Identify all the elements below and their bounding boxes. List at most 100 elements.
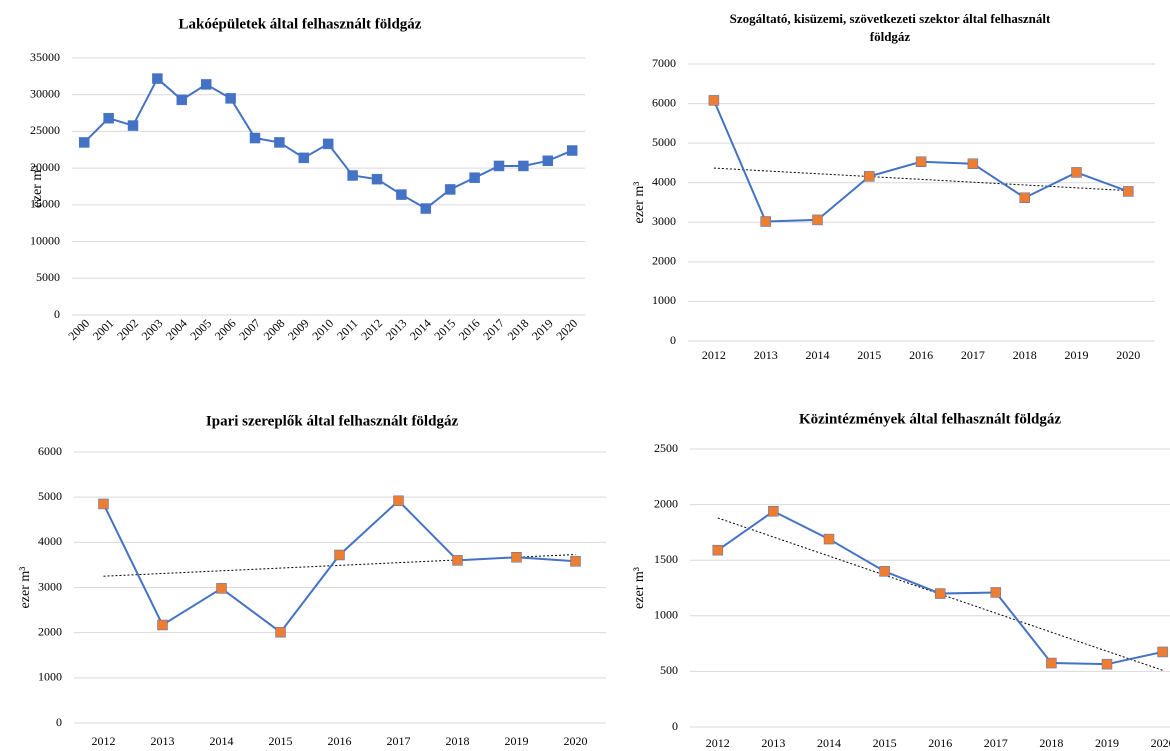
marker xyxy=(152,73,163,84)
y-tick-label: 35000 xyxy=(30,50,60,64)
marker xyxy=(1046,657,1057,669)
x-tick-label: 2020 xyxy=(553,316,580,343)
marker xyxy=(452,555,463,566)
y-axis-label: ezer m³ xyxy=(18,567,33,609)
x-tick-label: 2014 xyxy=(407,316,434,343)
x-tick-label: 2013 xyxy=(761,736,785,750)
marker xyxy=(78,137,90,148)
x-tick-label: 2014 xyxy=(210,734,234,748)
y-tick-label: 1000 xyxy=(652,293,676,307)
x-tick-label: 2020 xyxy=(564,734,588,748)
x-tick-label: 2017 xyxy=(961,348,985,362)
marker xyxy=(760,216,771,227)
marker xyxy=(127,120,139,131)
marker xyxy=(1071,167,1082,178)
x-tick-label: 2019 xyxy=(1095,736,1119,750)
x-tick-label: 2019 xyxy=(1065,348,1089,362)
marker xyxy=(768,506,779,517)
marker xyxy=(518,160,529,172)
marker xyxy=(176,94,188,106)
y-tick-label: 10000 xyxy=(30,233,60,247)
x-tick-label: 2016 xyxy=(928,736,952,750)
x-tick-label: 2004 xyxy=(163,316,190,343)
x-tick-label: 2020 xyxy=(1116,348,1140,362)
y-tick-label: 30000 xyxy=(30,86,60,100)
x-tick-label: 2018 xyxy=(1039,736,1063,750)
marker xyxy=(1101,658,1113,670)
x-tick-label: 2019 xyxy=(529,316,556,343)
trend-line xyxy=(713,167,1129,192)
y-tick-label: 1000 xyxy=(38,670,62,684)
y-tick-label: 500 xyxy=(660,663,678,677)
y-tick-label: 3000 xyxy=(38,579,62,593)
marker xyxy=(934,588,946,599)
marker xyxy=(157,619,168,631)
x-tick-label: 2013 xyxy=(383,316,410,343)
marker xyxy=(322,138,334,150)
chart-title: Lakóépületek által felhasznált földgáz xyxy=(179,16,422,32)
y-tick-label: 4000 xyxy=(652,174,676,188)
y-tick-label: 0 xyxy=(672,719,678,733)
x-tick-label: 2008 xyxy=(261,316,288,343)
y-tick-label: 2000 xyxy=(652,254,676,268)
marker xyxy=(511,551,522,563)
marker xyxy=(990,587,1002,598)
y-tick-label: 5000 xyxy=(36,270,60,284)
x-tick-label: 2002 xyxy=(114,316,141,343)
marker xyxy=(371,173,383,185)
x-tick-label: 2010 xyxy=(309,316,336,343)
y-axis-label: ezer m³ xyxy=(632,567,647,609)
y-tick-label: 0 xyxy=(54,307,60,321)
marker xyxy=(334,549,345,561)
x-tick-label: 2016 xyxy=(328,734,352,748)
marker xyxy=(200,79,212,90)
x-tick-label: 2014 xyxy=(806,348,830,362)
y-tick-label: 1500 xyxy=(654,552,678,566)
y-tick-label: 5000 xyxy=(652,135,676,149)
y-tick-label: 1000 xyxy=(654,608,678,622)
y-tick-label: 2000 xyxy=(38,624,62,638)
marker xyxy=(275,626,286,638)
y-tick-label: 3000 xyxy=(652,214,676,228)
y-tick-label: 6000 xyxy=(38,444,62,458)
marker xyxy=(274,137,285,148)
y-tick-label: 0 xyxy=(56,715,62,729)
x-tick-label: 2014 xyxy=(817,736,841,750)
y-tick-label: 15000 xyxy=(30,197,60,211)
x-tick-label: 2003 xyxy=(139,316,166,343)
x-tick-label: 2020 xyxy=(1151,736,1170,750)
x-tick-label: 2019 xyxy=(505,734,529,748)
marker xyxy=(915,156,927,167)
x-tick-label: 2000 xyxy=(65,316,92,343)
marker xyxy=(967,158,979,169)
marker xyxy=(103,112,114,124)
marker xyxy=(864,171,875,182)
marker xyxy=(444,184,456,195)
y-tick-label: 4000 xyxy=(38,534,62,548)
marker xyxy=(216,583,227,594)
marker xyxy=(493,160,505,172)
x-tick-label: 2012 xyxy=(706,736,730,750)
chart-title: Közintézmények által felhasznált földgáz xyxy=(799,411,1061,427)
y-tick-label: 2500 xyxy=(654,441,678,455)
series-line xyxy=(102,499,576,634)
x-tick-label: 2012 xyxy=(702,348,726,362)
x-tick-label: 2009 xyxy=(285,316,312,343)
marker xyxy=(420,203,432,214)
marker xyxy=(1157,646,1168,658)
marker xyxy=(823,533,835,545)
marker xyxy=(347,170,358,181)
marker xyxy=(879,566,890,577)
marker xyxy=(469,172,480,183)
x-tick-label: 2015 xyxy=(269,734,293,748)
marker xyxy=(298,152,310,164)
x-tick-label: 2016 xyxy=(456,316,483,343)
x-tick-label: 2013 xyxy=(754,348,778,362)
marker xyxy=(708,95,720,106)
y-axis-label: ezer m³ xyxy=(632,182,647,224)
y-tick-label: 2000 xyxy=(654,496,678,510)
marker xyxy=(225,93,236,104)
x-tick-label: 2015 xyxy=(873,736,897,750)
y-axis-label: ezer m³ xyxy=(30,166,45,208)
